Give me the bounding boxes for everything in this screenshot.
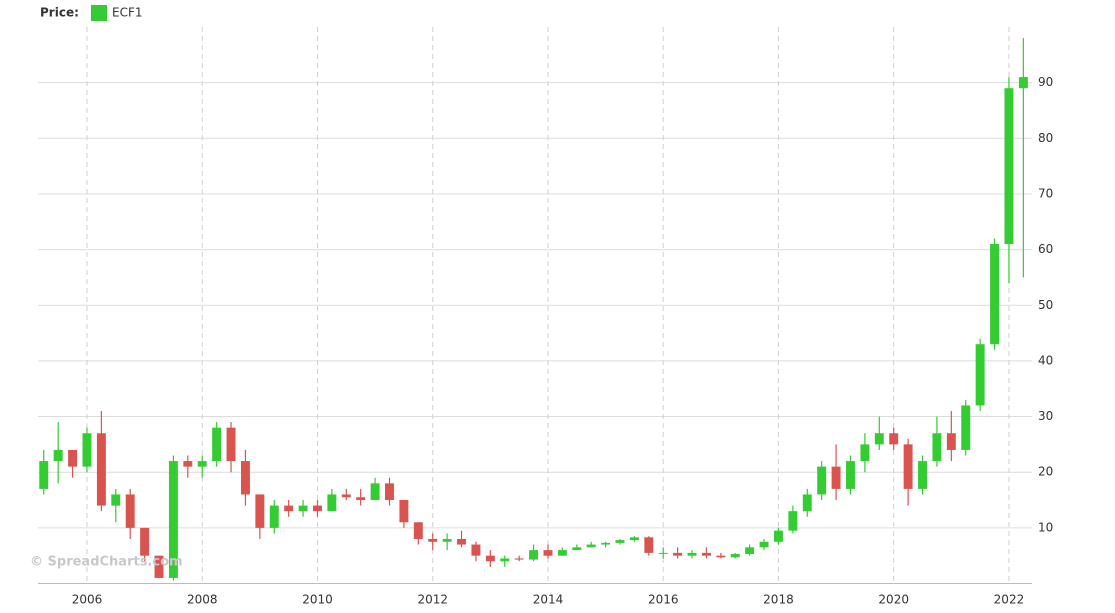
candle-body <box>298 505 308 512</box>
candle-body <box>212 427 222 462</box>
candle-body <box>701 552 711 556</box>
candle-body <box>284 505 294 512</box>
x-tick-label: 2016 <box>648 593 679 607</box>
candle-body <box>615 540 625 543</box>
candle-body <box>356 497 366 501</box>
candle-body <box>716 555 726 558</box>
legend-title: Price: <box>40 6 79 20</box>
x-tick-label: 2022 <box>994 593 1025 607</box>
candle-body <box>773 530 783 542</box>
candle-body <box>658 552 668 554</box>
candle-body <box>543 550 553 556</box>
y-tick-label: 80 <box>1038 131 1053 145</box>
watermark: © SpreadCharts.com <box>30 555 183 570</box>
candle-body <box>745 547 755 555</box>
candle-body <box>644 537 654 553</box>
x-tick-label: 2012 <box>417 593 448 607</box>
y-tick-label: 20 <box>1038 465 1053 479</box>
candle-body <box>975 344 985 406</box>
x-tick-label: 2018 <box>763 593 794 607</box>
candle-body <box>572 547 582 551</box>
candle-body <box>341 494 351 498</box>
y-tick-label: 30 <box>1038 409 1053 423</box>
candle-body <box>1004 88 1014 245</box>
candle-body <box>601 542 611 545</box>
x-tick-label: 2008 <box>187 593 218 607</box>
candle-body <box>730 554 740 558</box>
y-tick-label: 60 <box>1038 242 1053 256</box>
candle-body <box>96 433 106 506</box>
candle-body <box>514 558 524 560</box>
x-tick-label: 2014 <box>533 593 564 607</box>
candle-body <box>961 405 971 450</box>
candle-body <box>82 433 92 467</box>
candle-body <box>269 505 279 528</box>
candle-body <box>788 511 798 531</box>
y-tick-label: 90 <box>1038 75 1053 89</box>
candle-body <box>903 444 913 489</box>
candle-body <box>557 550 567 556</box>
candle-body <box>759 541 769 548</box>
candle-body <box>313 505 322 512</box>
candle-body <box>457 538 466 545</box>
candle-body <box>183 461 193 467</box>
candle-body <box>817 466 827 495</box>
candle-body <box>586 544 596 548</box>
candle-body <box>946 433 956 450</box>
candle-body <box>471 544 481 556</box>
candle-body <box>327 494 337 512</box>
y-tick-label: 40 <box>1038 353 1053 367</box>
candle-body <box>140 527 150 556</box>
candle-body <box>846 461 855 489</box>
candle-body <box>485 555 495 562</box>
candle-body <box>1018 77 1028 89</box>
legend-swatch <box>91 5 107 21</box>
candle-body <box>39 461 49 489</box>
y-tick-label: 70 <box>1038 186 1053 200</box>
x-tick-label: 2020 <box>878 593 909 607</box>
candle-body <box>442 538 452 542</box>
candle-body <box>629 537 639 541</box>
candle-body <box>125 494 135 528</box>
candle-body <box>168 461 178 578</box>
x-tick-label: 2006 <box>72 593 103 607</box>
candle-body <box>500 558 510 562</box>
candle-body <box>860 444 870 462</box>
candle-body <box>529 550 539 560</box>
candle-body <box>370 483 380 501</box>
candle-body <box>831 466 841 489</box>
candle-body <box>111 494 121 506</box>
candle-body <box>255 494 265 528</box>
candle-body <box>197 461 207 467</box>
candle-body <box>428 538 438 542</box>
candle-body <box>68 449 78 467</box>
candle-body <box>53 449 63 462</box>
candle-body <box>240 461 250 495</box>
candle-body <box>413 522 423 539</box>
candle-body <box>889 433 899 445</box>
candle-body <box>673 552 683 556</box>
x-tick-label: 2010 <box>302 593 333 607</box>
candle-body <box>802 494 812 512</box>
candle-body <box>918 461 927 489</box>
candle-body <box>874 433 884 445</box>
candle-body <box>385 483 394 501</box>
candle-body <box>932 433 942 462</box>
y-tick-label: 10 <box>1038 520 1053 534</box>
candle-body <box>154 555 164 578</box>
y-tick-label: 50 <box>1038 298 1053 312</box>
candle-body <box>990 244 1000 345</box>
legend-label: ECF1 <box>112 6 143 20</box>
candle-body <box>687 552 697 556</box>
candle-body <box>226 427 236 462</box>
candle-body <box>399 500 409 523</box>
